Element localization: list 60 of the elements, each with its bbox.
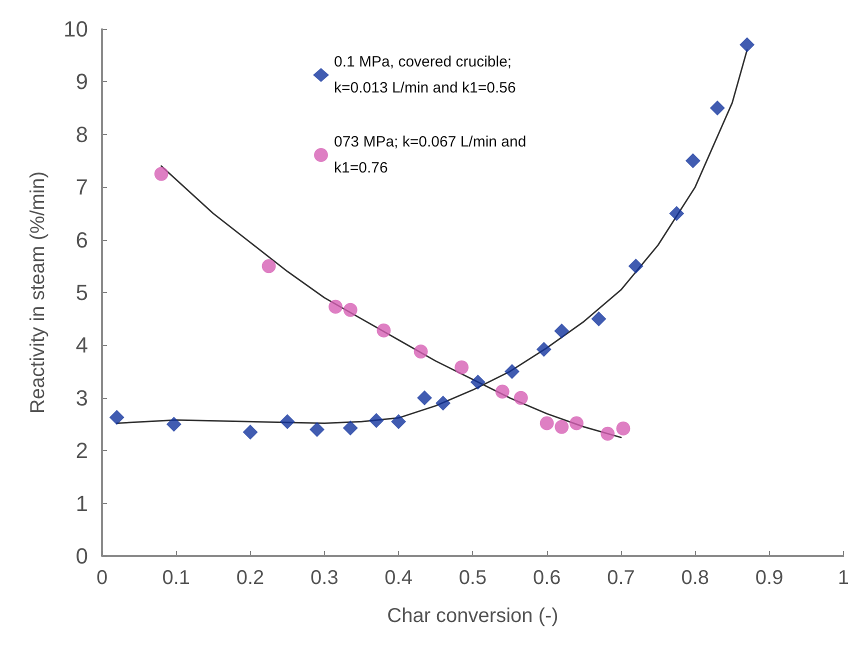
x-tick-label: 0.2 bbox=[236, 567, 264, 589]
y-tick-label: 7 bbox=[76, 174, 88, 200]
point bbox=[166, 416, 182, 432]
point bbox=[280, 414, 295, 430]
point bbox=[376, 323, 391, 338]
y-tick-label: 0 bbox=[76, 544, 88, 568]
point bbox=[109, 410, 124, 425]
point bbox=[740, 37, 755, 52]
x-tick-label: 0.3 bbox=[310, 567, 338, 589]
point bbox=[710, 100, 725, 116]
point bbox=[342, 420, 358, 436]
x-tick-label: 0 bbox=[96, 567, 108, 589]
point bbox=[536, 342, 552, 357]
x-axis-title: Char conversion (-) bbox=[387, 605, 558, 627]
point bbox=[414, 344, 428, 359]
point bbox=[417, 390, 432, 406]
point bbox=[600, 426, 615, 441]
point bbox=[591, 311, 606, 326]
point bbox=[616, 421, 630, 436]
point bbox=[470, 374, 486, 390]
y-tick-label: 3 bbox=[76, 385, 88, 410]
point bbox=[154, 166, 168, 181]
legend-label: 0.1 MPa, covered crucible; k=0.013 L/min and k1=0.56 bbox=[334, 54, 516, 96]
x-tick-label: 0.6 bbox=[532, 567, 561, 589]
point bbox=[540, 416, 554, 430]
point bbox=[343, 302, 358, 317]
y-tick-label: 10 bbox=[64, 16, 88, 42]
point bbox=[328, 300, 343, 314]
point bbox=[262, 259, 276, 274]
y-tick-label: 5 bbox=[76, 280, 88, 305]
x-tick-label: 0.4 bbox=[384, 567, 412, 589]
point bbox=[368, 413, 384, 428]
point bbox=[242, 424, 258, 440]
legend-label: 073 MPa; k=0.067 L/min and k1=0.76 bbox=[334, 134, 530, 176]
point bbox=[570, 416, 584, 430]
point bbox=[454, 360, 469, 374]
y-tick-label: 9 bbox=[76, 69, 88, 94]
point bbox=[436, 396, 451, 411]
point bbox=[628, 258, 644, 274]
y-tick-label: 8 bbox=[76, 122, 88, 147]
point bbox=[554, 323, 570, 338]
y-tick-label: 2 bbox=[76, 438, 88, 464]
y-tick-label: 6 bbox=[76, 227, 88, 252]
x-tick-label: 0.5 bbox=[458, 567, 487, 589]
point bbox=[504, 364, 520, 380]
point bbox=[310, 422, 325, 438]
y-axis-title: Reactivity in steam (%/min) bbox=[27, 171, 49, 414]
point bbox=[554, 420, 569, 434]
point bbox=[495, 384, 510, 399]
point bbox=[514, 390, 528, 405]
point bbox=[391, 414, 406, 430]
x-tick-label: 0.9 bbox=[755, 567, 784, 589]
x-tick-label: 0.7 bbox=[607, 567, 635, 589]
y-tick-label: 1 bbox=[76, 490, 88, 516]
point bbox=[669, 206, 684, 221]
point bbox=[685, 153, 700, 168]
x-tick-label: 1 bbox=[838, 567, 849, 589]
x-tick-label: 0.8 bbox=[681, 567, 710, 589]
y-tick-label: 4 bbox=[76, 332, 88, 358]
x-tick-label: 0.1 bbox=[162, 567, 190, 589]
